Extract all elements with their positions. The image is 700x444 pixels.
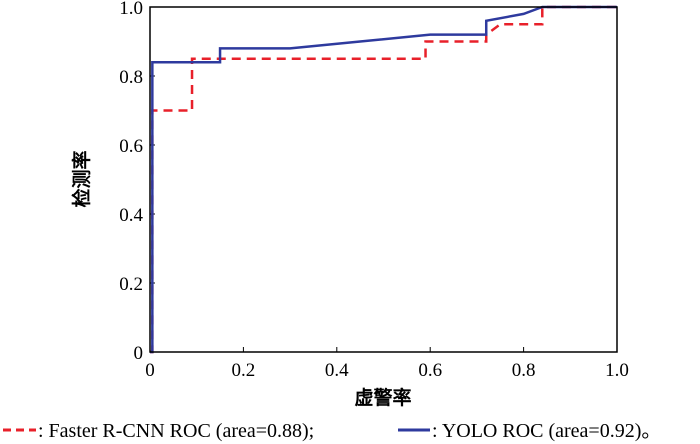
x-tick-label: 0.2 [232,360,256,381]
y-axis-title: 检测率 [70,150,93,207]
y-tick-label: 0.2 [119,274,143,295]
series-line-faster-rcnn [150,5,617,354]
series-layer [150,5,617,354]
plot-frame [149,6,618,353]
y-tick-label: 0.8 [119,67,143,88]
x-tick-label: 0.6 [418,360,442,381]
x-tick-label: 1.0 [605,360,629,381]
legend-label-faster-rcnn: : Faster R-CNN ROC (area=0.88); [38,420,314,442]
legend-label-yolo: : YOLO ROC (area=0.92)。 [432,420,661,442]
x-tick-label: 0.4 [325,360,349,381]
legend: : Faster R-CNN ROC (area=0.88); : YOLO R… [3,420,661,442]
y-tick-label: 1.0 [119,0,143,19]
tick-labels: 0 0.2 0.4 0.6 0.8 1.0 0 0.2 0.4 0.6 0.8 1.0 [119,0,629,381]
series-line-yolo [150,5,617,354]
y-tick-label: 0.6 [119,136,143,157]
x-tick-label: 0.8 [512,360,536,381]
x-tick-label: 0 [145,360,155,381]
y-tick-label: 0.4 [119,205,143,226]
x-axis-title: 虚警率 [354,386,411,409]
y-tick-label: 0 [134,343,144,364]
